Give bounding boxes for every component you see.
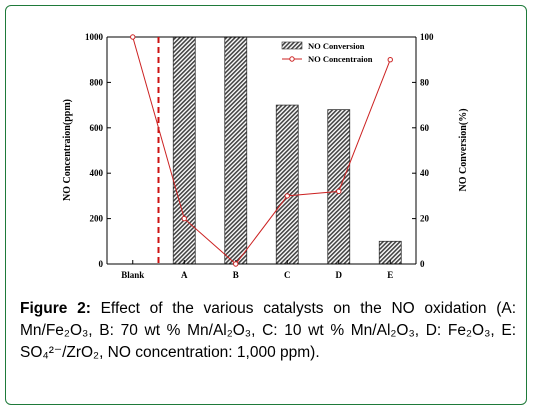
- legend-bar-label: NO Conversion: [308, 41, 365, 51]
- y-axis-right-label: NO Conversion(%): [458, 108, 469, 191]
- y-left-tick-label: 1000: [85, 32, 104, 42]
- y-left-tick-label: 600: [90, 123, 104, 133]
- chart: 0 200 400 600 800 1000 0 20 40 60 80 100 Blank A B C D E N…: [62, 32, 469, 280]
- legend-line-marker: [289, 56, 295, 62]
- bar-C: [275, 104, 299, 265]
- line-series: [132, 36, 391, 265]
- legend-line-label: NO Concentraion: [308, 54, 373, 64]
- y-right-tick-label: 60: [420, 123, 430, 133]
- x-tick-label: Blank: [121, 270, 144, 280]
- y-right-tick-label: 40: [420, 168, 430, 178]
- line-point-C: [284, 193, 290, 199]
- bar-A: [172, 36, 196, 265]
- line-point-D: [336, 188, 342, 195]
- y-left-tick-label: 400: [90, 168, 104, 178]
- y-right-tick-label: 0: [420, 259, 425, 269]
- line-point-B: [233, 261, 239, 267]
- bar-D: [327, 109, 351, 265]
- x-tick-label: A: [181, 270, 188, 280]
- line-point-A: [181, 215, 187, 222]
- figure-caption: Figure 2: Effect of the various catalyst…: [20, 298, 516, 364]
- y-right-tick-label: 80: [420, 77, 430, 87]
- x-tick-label: B: [233, 270, 239, 280]
- x-tick-label: E: [387, 270, 393, 280]
- caption-label: Figure 2:: [20, 300, 91, 317]
- y-axis-left-label: NO Concentraion(ppm): [62, 99, 73, 201]
- caption-text: Effect of the various catalysts on the N…: [20, 300, 517, 361]
- y-right-tick-label: 20: [420, 214, 430, 224]
- y-left-tick-label: 800: [90, 77, 104, 87]
- y-left-tick-label: 200: [90, 214, 104, 224]
- line-point-Blank: [130, 34, 136, 40]
- legend-bar-swatch: [281, 41, 303, 50]
- line-point-E: [387, 57, 393, 63]
- x-tick-label: D: [336, 270, 343, 280]
- figure-frame: [5, 5, 527, 405]
- y-right-tick-label: 100: [420, 32, 434, 42]
- x-tick-label: C: [284, 270, 291, 280]
- y-left-tick-label: 0: [99, 259, 104, 269]
- bar-B: [224, 36, 248, 265]
